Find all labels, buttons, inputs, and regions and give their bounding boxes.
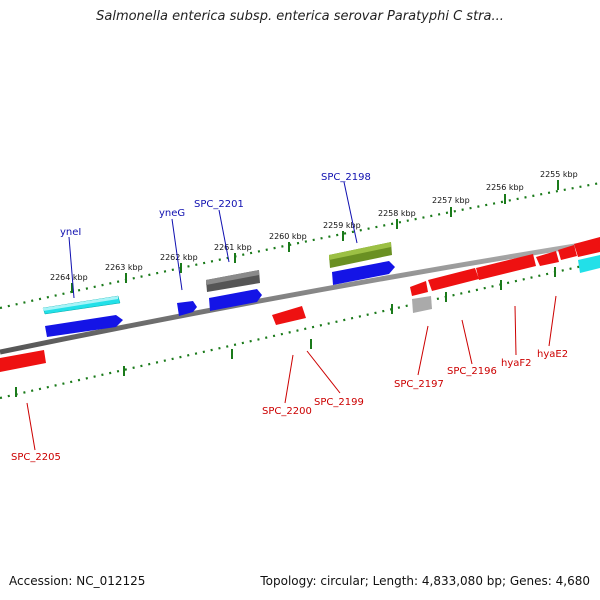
genome-backbone (0, 239, 600, 355)
outer-scale-track (0, 181, 600, 310)
gene-label-SPC_2200[interactable]: SPC_2200 (262, 406, 312, 417)
gene-arrow-olive-shade (329, 242, 391, 260)
gene-arrow-red[interactable] (476, 254, 536, 280)
leader-line (548, 295, 557, 347)
kbp-label: 2264 kbp (50, 273, 88, 282)
gene-label-SPC_2198[interactable]: SPC_2198 (321, 172, 371, 183)
reverse-labels: SPC_2205 SPC_2200 SPC_2199 SPC_2197 SPC_… (11, 295, 568, 463)
gene-label-SPC_2205[interactable]: SPC_2205 (11, 452, 61, 463)
kbp-label: 2256 kbp (486, 183, 524, 192)
gene-arrow-blue[interactable] (177, 301, 197, 316)
accession-text: Accession: NC_012125 (9, 574, 146, 588)
leader-line (26, 402, 36, 451)
gene-label-hyaE2[interactable]: hyaE2 (537, 349, 568, 360)
inner-ticks (15, 267, 556, 397)
gene-arrow-cyan-shade (43, 296, 118, 311)
gene-arrow-red[interactable] (272, 306, 306, 325)
leader-line (306, 350, 341, 394)
leader-line (218, 209, 230, 263)
gene-arrow-red[interactable] (558, 245, 577, 260)
kbp-label: 2255 kbp (540, 170, 578, 179)
gene-arrow-red[interactable] (574, 237, 600, 257)
gene-label-SPC_2196[interactable]: SPC_2196 (447, 366, 497, 377)
topology-text: Topology: circular; Length: 4,833,080 bp… (260, 574, 590, 588)
gene-arrow-lightgray[interactable] (412, 296, 432, 313)
inner-scale-track (0, 260, 600, 400)
leader-line (284, 354, 294, 404)
leader-line (417, 325, 429, 376)
gene-arrow-blue[interactable] (332, 261, 395, 285)
gene-arrow-blue[interactable] (45, 315, 123, 337)
gene-label-yneG[interactable]: yneG (159, 208, 185, 219)
leader-line (461, 319, 473, 365)
gene-label-yneI[interactable]: yneI (60, 227, 81, 238)
gene-arrow-darkgray-shade (206, 270, 259, 285)
gene-arrow-red[interactable] (536, 251, 559, 266)
kbp-label: 2261 kbp (214, 243, 252, 252)
kbp-label: 2258 kbp (378, 209, 416, 218)
leader-line (68, 236, 75, 299)
kbp-label: 2257 kbp (432, 196, 470, 205)
gene-arrow-cyan[interactable] (578, 255, 600, 273)
kbp-label: 2262 kbp (160, 253, 198, 262)
gene-arrow-red[interactable] (410, 281, 428, 296)
leader-line (171, 218, 183, 291)
forward-labels: yneI yneG SPC_2201 SPC_2198 (60, 172, 371, 299)
leader-line (343, 181, 358, 244)
reverse-genes (0, 237, 600, 372)
gene-label-SPC_2197[interactable]: SPC_2197 (394, 379, 444, 390)
leader-line (514, 305, 517, 356)
kbp-label: 2263 kbp (105, 263, 143, 272)
gene-label-hyaF2[interactable]: hyaF2 (501, 358, 532, 369)
map-title: Salmonella enterica subsp. enterica sero… (96, 9, 504, 24)
gene-arrow-red[interactable] (428, 268, 479, 291)
forward-genes (42, 242, 600, 337)
kbp-label: 2260 kbp (269, 232, 307, 241)
kbp-labels: 2255 kbp 2256 kbp 2257 kbp 2258 kbp 2259… (50, 170, 578, 293)
kbp-label: 2259 kbp (323, 221, 361, 230)
gene-arrow-blue[interactable] (209, 289, 262, 311)
gene-label-SPC_2199[interactable]: SPC_2199 (314, 397, 364, 408)
gene-label-SPC_2201[interactable]: SPC_2201 (194, 199, 244, 210)
gene-arrow-red[interactable] (0, 350, 46, 372)
